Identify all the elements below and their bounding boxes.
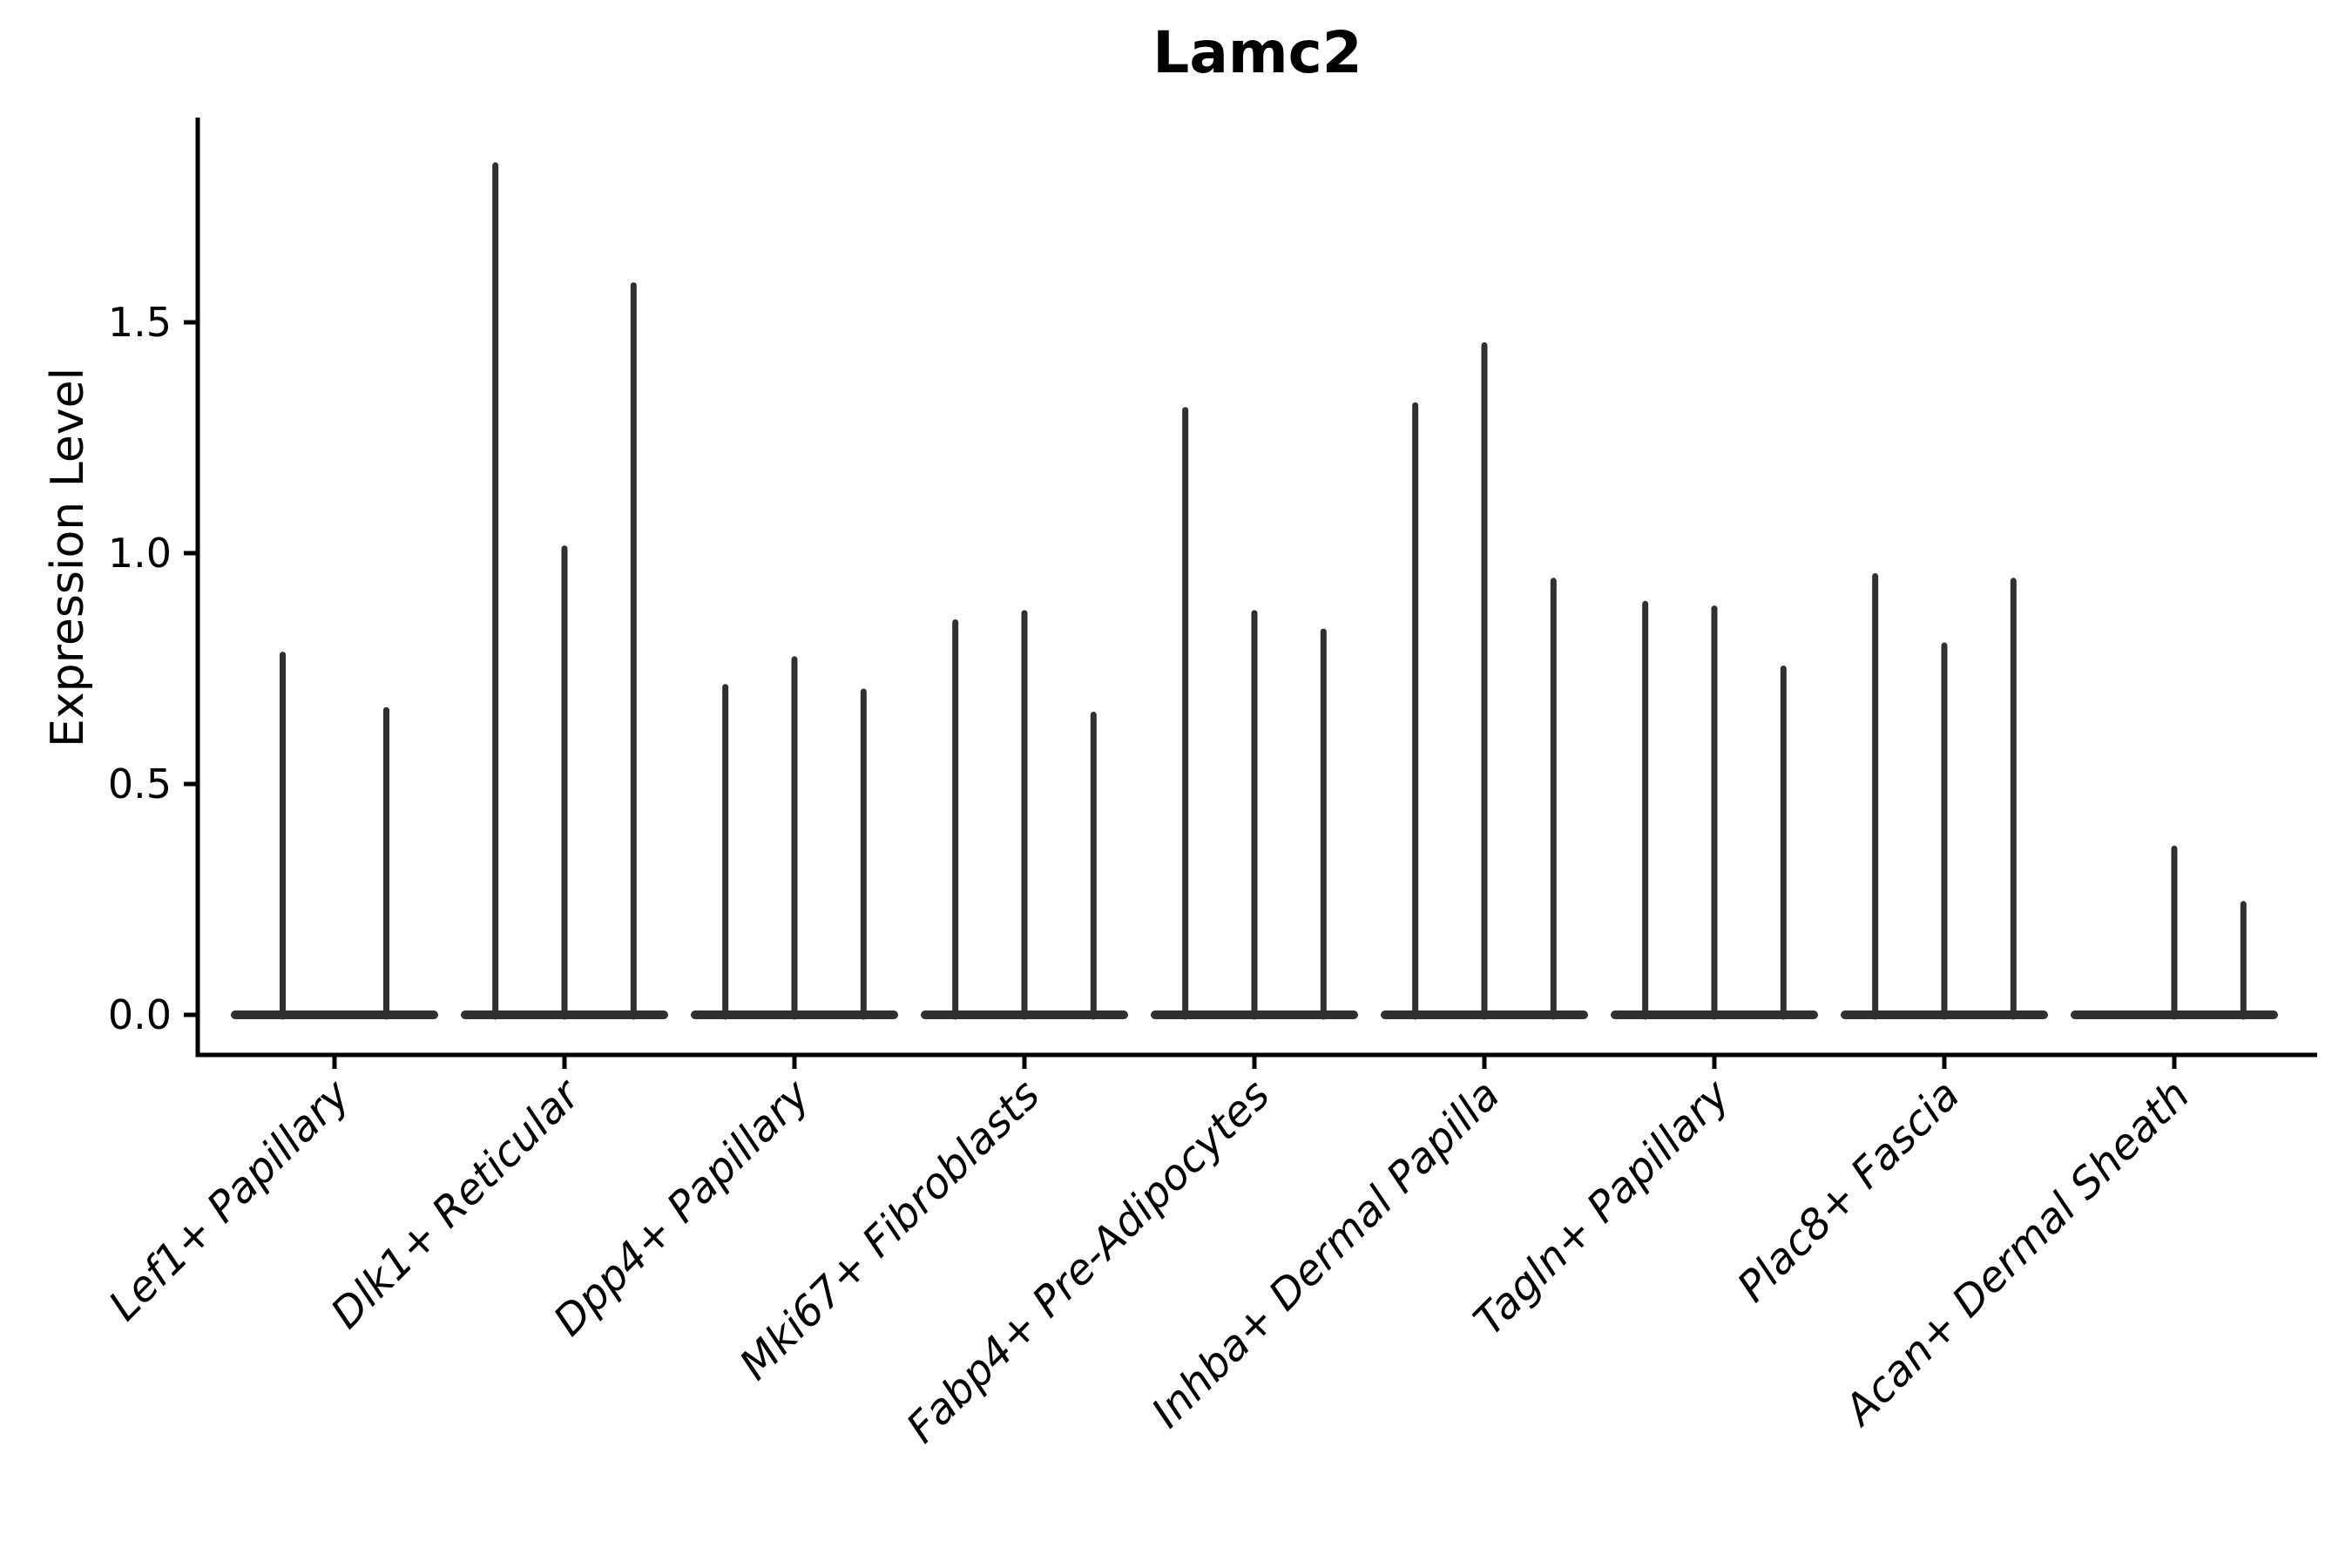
x-tick-label: Lef1+ Papillary bbox=[99, 1070, 360, 1330]
y-tick-label: 1.0 bbox=[108, 530, 172, 577]
x-tick-label: Dlk1+ Reticular bbox=[321, 1069, 591, 1339]
x-tick-label: Fabp4+ Pre-Adipocytes bbox=[897, 1071, 1280, 1453]
y-tick-label: 0.5 bbox=[108, 760, 172, 808]
y-tick-label: 1.5 bbox=[108, 299, 172, 346]
x-tick-label: Tagln+ Papillary bbox=[1464, 1070, 1740, 1345]
x-tick-label: Plac8+ Fascia bbox=[1728, 1071, 1970, 1312]
chart-title: Lamc2 bbox=[1152, 19, 1362, 86]
violin-body bbox=[231, 1010, 438, 1019]
x-tick-label: Dpp4+ Papillary bbox=[544, 1070, 820, 1345]
y-tick-label: 0.0 bbox=[108, 991, 172, 1038]
